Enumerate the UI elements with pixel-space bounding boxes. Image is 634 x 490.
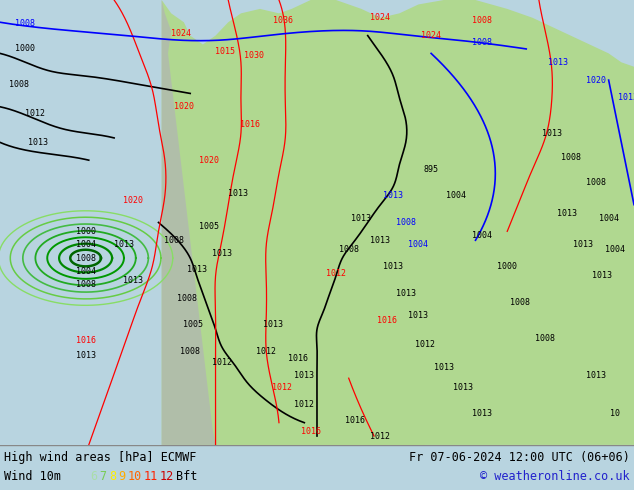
Polygon shape bbox=[162, 0, 634, 445]
Text: 1004: 1004 bbox=[446, 191, 467, 200]
Text: 1016: 1016 bbox=[288, 354, 308, 363]
Text: 6: 6 bbox=[90, 470, 97, 483]
Text: 1013: 1013 bbox=[618, 94, 634, 102]
Text: 1013: 1013 bbox=[396, 289, 416, 298]
Text: 1015: 1015 bbox=[215, 47, 235, 56]
Text: 1012: 1012 bbox=[272, 383, 292, 392]
Text: Bft: Bft bbox=[176, 470, 197, 483]
Text: 1024: 1024 bbox=[171, 29, 191, 38]
Text: 10: 10 bbox=[610, 409, 620, 418]
Text: Wind 10m: Wind 10m bbox=[4, 470, 61, 483]
Text: 1005: 1005 bbox=[183, 320, 204, 329]
Text: 1013: 1013 bbox=[262, 320, 283, 329]
Text: 1008: 1008 bbox=[535, 334, 555, 343]
Text: 1005: 1005 bbox=[199, 222, 219, 231]
Text: 1016: 1016 bbox=[345, 416, 365, 425]
Text: 1013: 1013 bbox=[541, 129, 562, 138]
Text: 1016: 1016 bbox=[377, 316, 397, 325]
Text: 11: 11 bbox=[144, 470, 158, 483]
Text: 895: 895 bbox=[424, 165, 439, 173]
Text: 1012: 1012 bbox=[326, 269, 346, 278]
Text: 1000: 1000 bbox=[75, 227, 96, 236]
Text: 1013: 1013 bbox=[383, 191, 403, 200]
Text: 1016: 1016 bbox=[75, 336, 96, 345]
Text: 1000: 1000 bbox=[497, 263, 517, 271]
Text: 1012: 1012 bbox=[415, 341, 435, 349]
Text: 7: 7 bbox=[100, 470, 107, 483]
Text: 1013: 1013 bbox=[472, 409, 492, 418]
Text: 1016: 1016 bbox=[240, 120, 261, 129]
Text: 1008: 1008 bbox=[472, 16, 492, 24]
Text: 8: 8 bbox=[109, 470, 116, 483]
Text: 1008: 1008 bbox=[15, 19, 36, 27]
Text: 1004: 1004 bbox=[598, 214, 619, 222]
Text: 1016: 1016 bbox=[301, 427, 321, 436]
Text: 1008: 1008 bbox=[180, 347, 200, 356]
Text: 1004: 1004 bbox=[75, 240, 96, 249]
Text: 1013: 1013 bbox=[351, 214, 372, 222]
Text: 1012: 1012 bbox=[370, 432, 391, 441]
Text: 1012: 1012 bbox=[256, 347, 276, 356]
Text: 12: 12 bbox=[160, 470, 174, 483]
Text: 1008: 1008 bbox=[586, 178, 606, 187]
Text: 1013: 1013 bbox=[548, 58, 568, 67]
Text: 1020: 1020 bbox=[586, 75, 606, 85]
Text: 1008: 1008 bbox=[339, 245, 359, 254]
Text: 1013: 1013 bbox=[75, 351, 96, 361]
Text: 1008: 1008 bbox=[177, 294, 197, 303]
Text: 1024: 1024 bbox=[370, 13, 391, 23]
Polygon shape bbox=[162, 0, 216, 445]
Text: 1013: 1013 bbox=[123, 276, 143, 285]
Text: 1008: 1008 bbox=[510, 298, 530, 307]
Text: 1000: 1000 bbox=[15, 45, 36, 53]
Text: 1013: 1013 bbox=[370, 236, 391, 245]
Text: 1008: 1008 bbox=[396, 218, 416, 227]
Text: 1013: 1013 bbox=[113, 240, 134, 249]
Text: 1020: 1020 bbox=[199, 156, 219, 165]
Text: 1004: 1004 bbox=[408, 240, 429, 249]
Text: 1004: 1004 bbox=[75, 267, 96, 276]
Text: High wind areas [hPa] ECMWF: High wind areas [hPa] ECMWF bbox=[4, 451, 197, 464]
Text: 1013: 1013 bbox=[228, 189, 248, 198]
Text: 1024: 1024 bbox=[421, 31, 441, 40]
Text: 1013: 1013 bbox=[212, 249, 232, 258]
Text: 1008: 1008 bbox=[75, 253, 96, 263]
Text: 1013: 1013 bbox=[186, 265, 207, 274]
Text: 1013: 1013 bbox=[28, 138, 48, 147]
Text: 1004: 1004 bbox=[472, 231, 492, 240]
Text: 1013: 1013 bbox=[453, 383, 473, 392]
Text: 1013: 1013 bbox=[383, 263, 403, 271]
Text: 1012: 1012 bbox=[212, 358, 232, 367]
Text: Fr 07-06-2024 12:00 UTC (06+06): Fr 07-06-2024 12:00 UTC (06+06) bbox=[409, 451, 630, 464]
Text: 9: 9 bbox=[119, 470, 126, 483]
Text: 1013: 1013 bbox=[408, 311, 429, 320]
Text: 1013: 1013 bbox=[573, 240, 593, 249]
Polygon shape bbox=[187, 222, 425, 445]
Text: 1012: 1012 bbox=[25, 109, 45, 118]
Text: 1020: 1020 bbox=[123, 196, 143, 205]
Text: 1008: 1008 bbox=[75, 280, 96, 289]
Text: 1013: 1013 bbox=[434, 363, 454, 371]
Text: 1004: 1004 bbox=[605, 245, 625, 254]
Text: 1008: 1008 bbox=[164, 236, 184, 245]
Text: 1008: 1008 bbox=[472, 38, 492, 47]
Text: 1013: 1013 bbox=[592, 271, 612, 280]
Text: © weatheronline.co.uk: © weatheronline.co.uk bbox=[481, 470, 630, 483]
Text: 1008: 1008 bbox=[560, 153, 581, 163]
Text: 1013: 1013 bbox=[294, 371, 314, 380]
Text: 1008: 1008 bbox=[9, 80, 29, 89]
Text: 1020: 1020 bbox=[174, 102, 194, 111]
Text: 1030: 1030 bbox=[243, 51, 264, 60]
Text: 1013: 1013 bbox=[586, 371, 606, 380]
Text: 1036: 1036 bbox=[273, 16, 294, 24]
Text: 10: 10 bbox=[128, 470, 142, 483]
Text: 1013: 1013 bbox=[557, 209, 578, 218]
Text: 1012: 1012 bbox=[294, 400, 314, 409]
